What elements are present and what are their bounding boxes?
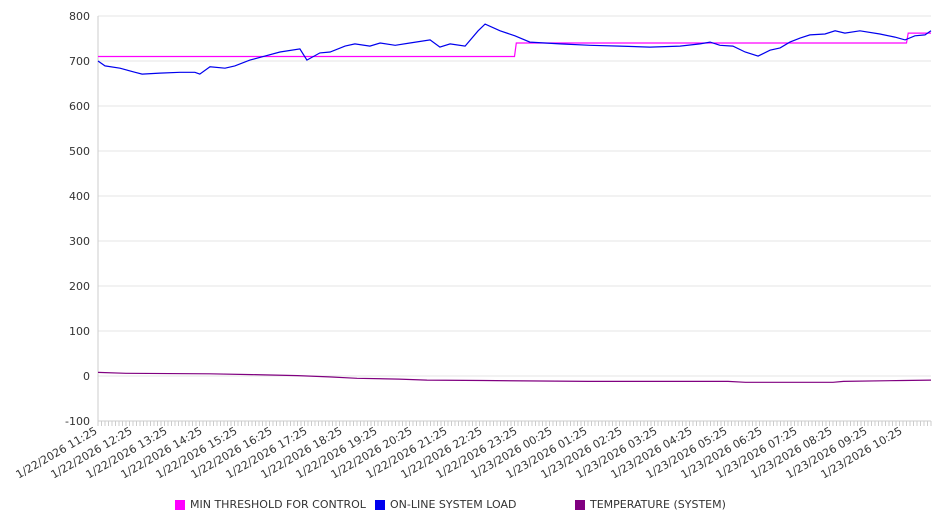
y-tick-label: 100 bbox=[69, 325, 90, 338]
series-line-on-line-system-load bbox=[97, 23, 932, 75]
y-tick-label: 600 bbox=[69, 100, 90, 113]
y-tick-label: 800 bbox=[69, 10, 90, 23]
y-tick-label: 700 bbox=[69, 55, 90, 68]
legend: MIN THRESHOLD FOR CONTROL ON-LINE SYSTEM… bbox=[0, 498, 946, 514]
legend-label: TEMPERATURE (SYSTEM) bbox=[590, 498, 726, 511]
legend-item-temperature[interactable]: TEMPERATURE (SYSTEM) bbox=[575, 498, 726, 511]
y-tick-label: 200 bbox=[69, 280, 90, 293]
legend-item-online-system-load[interactable]: ON-LINE SYSTEM LOAD bbox=[375, 498, 516, 511]
series-line-temperature-system- bbox=[97, 371, 932, 383]
legend-swatch bbox=[175, 499, 185, 510]
y-tick-label: 500 bbox=[69, 145, 90, 158]
y-tick-label: -100 bbox=[65, 415, 90, 428]
legend-label: ON-LINE SYSTEM LOAD bbox=[390, 498, 517, 511]
y-tick-label: 400 bbox=[69, 190, 90, 203]
legend-label: MIN THRESHOLD FOR CONTROL bbox=[190, 498, 366, 511]
legend-swatch bbox=[575, 499, 585, 510]
legend-swatch bbox=[375, 499, 385, 510]
y-tick-label: 0 bbox=[83, 370, 90, 383]
y-tick-label: 300 bbox=[69, 235, 90, 248]
legend-item-min-threshold[interactable]: MIN THRESHOLD FOR CONTROL bbox=[175, 498, 366, 511]
